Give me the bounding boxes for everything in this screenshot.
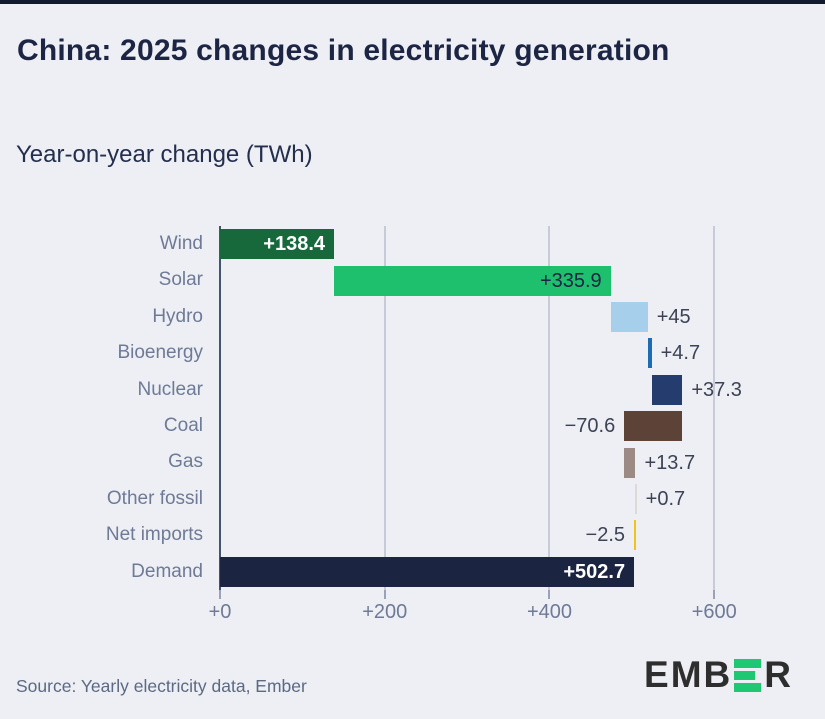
category-label-net-imports: Net imports <box>105 524 203 546</box>
x-axis: +0 +200 +400 +600 <box>209 590 790 634</box>
gridline <box>548 226 551 590</box>
category-label-bioenergy: Bioenergy <box>117 342 203 364</box>
x-tick <box>548 590 551 599</box>
bar-net-imports <box>633 520 637 551</box>
x-tick <box>383 590 386 599</box>
x-tick-label: +600 <box>691 601 737 623</box>
x-tick <box>219 590 221 599</box>
x-tick-label: +400 <box>526 601 572 623</box>
ember-logo-green-e-icon <box>734 658 762 692</box>
bar-hydro <box>610 302 648 332</box>
bar-bioenergy <box>647 338 652 369</box>
source-note: Source: Yearly electricity data, Ember <box>16 676 307 696</box>
plot-area: +138.4 +335.9 +45 +4.7 +37.3 −70.6 +13.7 +0.7 −2… <box>219 226 790 590</box>
bar-other-fossil <box>635 484 637 514</box>
category-label-other-fossil: Other fossil <box>106 487 203 509</box>
x-tick-label: +0 <box>208 601 232 623</box>
bar-value-label: +335.9 <box>539 269 602 292</box>
gridline <box>383 226 386 590</box>
bar-demand <box>220 556 635 587</box>
bar-gas <box>624 447 636 478</box>
top-accent-bar <box>0 0 825 4</box>
bar-wind <box>220 229 334 260</box>
category-label-coal: Coal <box>163 415 203 436</box>
bar-value-label: +138.4 <box>263 233 325 256</box>
bar-nuclear <box>651 374 683 405</box>
bar-coal <box>624 411 683 442</box>
category-label-gas: Gas <box>168 451 203 473</box>
ember-logo-text-suffix: R <box>764 654 793 695</box>
zero-gridline <box>219 226 221 590</box>
bar-solar <box>334 265 611 296</box>
x-tick-label: +200 <box>362 601 408 623</box>
bar-value-label: −2.5 <box>585 524 625 547</box>
gridline <box>713 226 716 590</box>
category-label-nuclear: Nuclear <box>137 378 203 400</box>
ember-logo-text-prefix: EMB <box>644 654 733 695</box>
bar-value-label: +502.7 <box>563 560 626 583</box>
bar-value-label: +13.7 <box>644 451 696 474</box>
category-axis: Wind Solar Hydro Bioenergy Nuclear Coal Gas Oth… <box>0 226 203 590</box>
category-label-wind: Wind <box>159 233 203 254</box>
chart-subtitle: Year-on-year change (TWh) <box>16 141 313 168</box>
ember-logo: EMB R <box>644 655 793 695</box>
category-label-demand: Demand <box>131 560 203 582</box>
bar-value-label: +0.7 <box>645 488 686 510</box>
x-tick <box>713 590 716 599</box>
bar-value-label: +4.7 <box>660 342 701 365</box>
bar-value-label: +37.3 <box>691 378 742 401</box>
bar-value-label: −70.6 <box>564 415 616 438</box>
category-label-hydro: Hydro <box>152 305 203 327</box>
bar-value-label: +45 <box>656 306 691 328</box>
category-label-solar: Solar <box>158 269 203 291</box>
chart-title: China: 2025 changes in electricity gener… <box>17 34 670 67</box>
